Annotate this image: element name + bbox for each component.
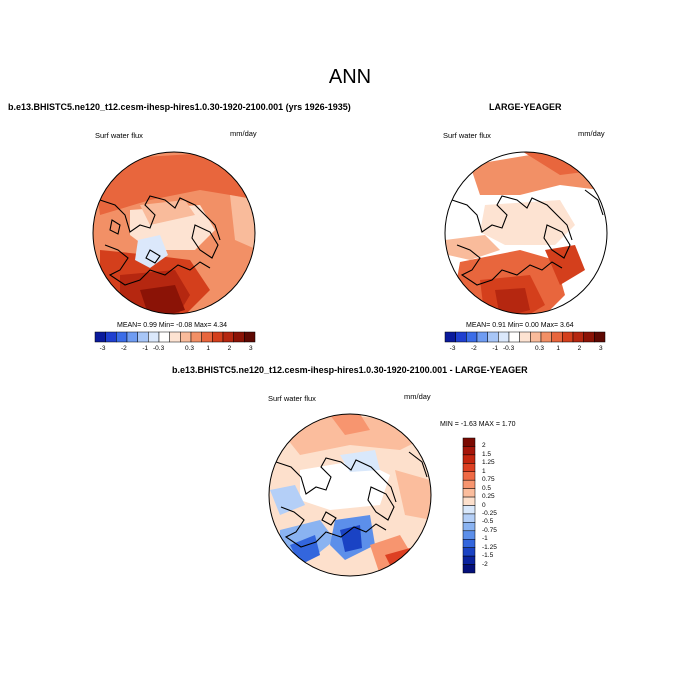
colorbar-swatch: [462, 437, 476, 447]
mean-label: MEAN=: [117, 322, 142, 329]
colorbar-tick-label: 0.25: [482, 493, 495, 501]
colorbar-swatch: [594, 331, 606, 343]
colorbar-tick-label: 2: [482, 442, 486, 450]
min-value: -1.63: [460, 421, 477, 428]
panel-right-colorbar-labels: -3 -2 -1 -0.3 0.3 1 2 3: [445, 345, 605, 355]
colorbar-tick-label: 0.5: [482, 484, 492, 492]
colorbar-swatch: [462, 530, 476, 540]
colorbar-swatch: [462, 496, 476, 506]
panel-left-units-label: mm/day: [230, 129, 257, 138]
colorbar-tick-label: 0: [482, 501, 486, 509]
colorbar-tick-label: 1: [206, 345, 210, 352]
colorbar-tick-label: 0.3: [185, 345, 195, 352]
page-title: ANN: [328, 66, 372, 88]
colorbar-tick-label: 1.5: [482, 450, 492, 458]
mean-value: 0.91: [492, 322, 506, 329]
colorbar-swatch: [462, 471, 476, 481]
colorbar-swatch: [462, 505, 476, 515]
colorbar-tick-label: 2: [227, 345, 232, 352]
colorbar-swatch: [462, 479, 476, 489]
panel-left-variable-label: Surf water flux: [95, 131, 143, 140]
colorbar-tick-label: 2: [577, 345, 582, 352]
colorbar-tick-label: -1: [482, 535, 488, 543]
panel-right-stats: MEAN= 0.91 Min= 0.00 Max= 3.64: [466, 322, 574, 329]
colorbar-tick-label: -0.25: [482, 509, 497, 517]
max-label: Max=: [540, 322, 559, 329]
min-label: Min=: [158, 322, 175, 329]
max-label: MAX =: [478, 421, 500, 428]
panel-diff-header: b.e13.BHISTC5.ne120_t12.cesm-ihesp-hires…: [172, 365, 528, 375]
colorbar-tick-label: -0.3: [503, 345, 515, 352]
colorbar-tick-label: 1: [556, 345, 560, 352]
panel-right-header: LARGE-YEAGER: [489, 102, 562, 112]
colorbar-tick-label: -2: [121, 345, 127, 352]
min-value: 0.00: [525, 322, 539, 329]
colorbar-swatch: [462, 564, 476, 574]
panel-left-colorbar: [94, 331, 256, 343]
colorbar-tick-label: 3: [249, 345, 253, 352]
colorbar-tick-label: -1: [142, 345, 149, 352]
colorbar-tick-label: -3: [99, 345, 106, 352]
panel-left-header: b.e13.BHISTC5.ne120_t12.cesm-ihesp-hires…: [8, 102, 351, 112]
colorbar-tick-label: 0.3: [535, 345, 545, 352]
panel-diff-colorbar: [462, 437, 476, 574]
colorbar-tick-label: -2: [482, 560, 488, 568]
panel-right-variable-label: Surf water flux: [443, 131, 491, 140]
colorbar-swatch: [462, 446, 476, 456]
colorbar-swatch: [462, 488, 476, 498]
min-value: -0.08: [176, 322, 193, 329]
colorbar-tick-label: 3: [599, 345, 603, 352]
colorbar-tick-label: -3: [449, 345, 456, 352]
colorbar-tick-label: 0.75: [482, 476, 495, 484]
colorbar-tick-label: -2: [471, 345, 477, 352]
panel-diff-minmax: MIN = -1.63 MAX = 1.70: [440, 421, 516, 428]
mean-value: 0.99: [143, 322, 157, 329]
colorbar-tick-label: -0.75: [482, 526, 497, 534]
colorbar-swatch: [462, 454, 476, 464]
colorbar-tick-label: 1: [482, 467, 486, 475]
colorbar-tick-label: -1.5: [482, 552, 494, 560]
panel-right-colorbar: [444, 331, 606, 343]
colorbar-swatch: [462, 522, 476, 532]
colorbar-swatch: [462, 513, 476, 523]
colorbar-swatch: [244, 331, 256, 343]
colorbar-tick-label: -0.3: [153, 345, 165, 352]
colorbar-swatch: [462, 463, 476, 472]
panel-left-colorbar-labels: -3 -2 -1 -0.3 0.3 1 2 3: [95, 345, 255, 355]
panel-diff-variable-label: Surf water flux: [268, 394, 316, 403]
mean-label: MEAN=: [466, 322, 491, 329]
min-label: Min=: [507, 322, 524, 329]
colorbar-tick-label: 1.25: [482, 459, 495, 467]
max-value: 4.34: [213, 322, 227, 329]
max-value: 1.70: [501, 421, 516, 428]
panel-left-stats: MEAN= 0.99 Min= -0.08 Max= 4.34: [117, 322, 227, 329]
colorbar-swatch: [462, 547, 476, 557]
colorbar-tick-label: -1.25: [482, 543, 497, 551]
panel-diff-colorbar-labels: 2 1.5 1.25 1 0.75 0.5 0.25 0 -0.25 -0.5 -0.75 -1 -1.…: [482, 438, 512, 573]
max-value: 3.64: [560, 322, 574, 329]
min-label: MIN =: [440, 421, 459, 428]
panel-right-units-label: mm/day: [578, 129, 605, 138]
colorbar-tick-label: -0.5: [482, 518, 494, 526]
panel-diff-units-label: mm/day: [404, 392, 431, 401]
colorbar-swatch: [462, 555, 476, 565]
max-label: Max=: [194, 322, 212, 329]
colorbar-tick-label: -1: [492, 345, 499, 352]
colorbar-swatch: [462, 539, 476, 548]
